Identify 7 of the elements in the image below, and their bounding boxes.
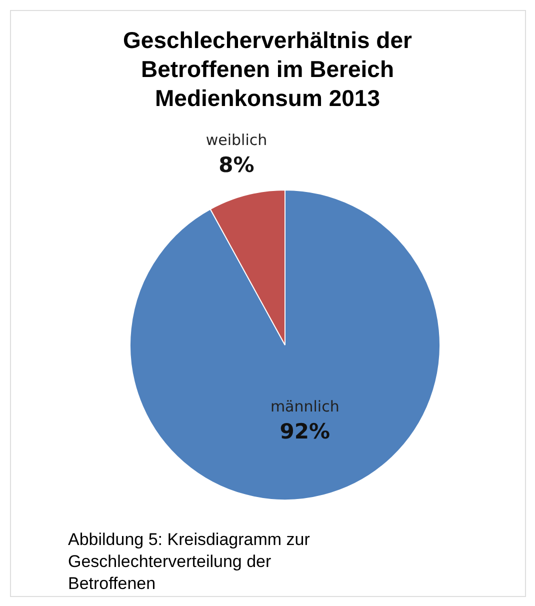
data-label: 8%	[218, 153, 254, 178]
text: Abbildung 5: Kreisdiagramm zur Geschlechterverteilung der Betroffenen	[68, 530, 310, 593]
data-label: 92%	[280, 419, 330, 444]
pie-slice	[130, 190, 440, 500]
slice-label: männlich	[270, 397, 340, 416]
chart-title: Geschlecherverhältnis der Betroffenen im Bereich Medienkonsum 2013	[123, 27, 412, 111]
slice-label: weiblich	[206, 131, 268, 150]
